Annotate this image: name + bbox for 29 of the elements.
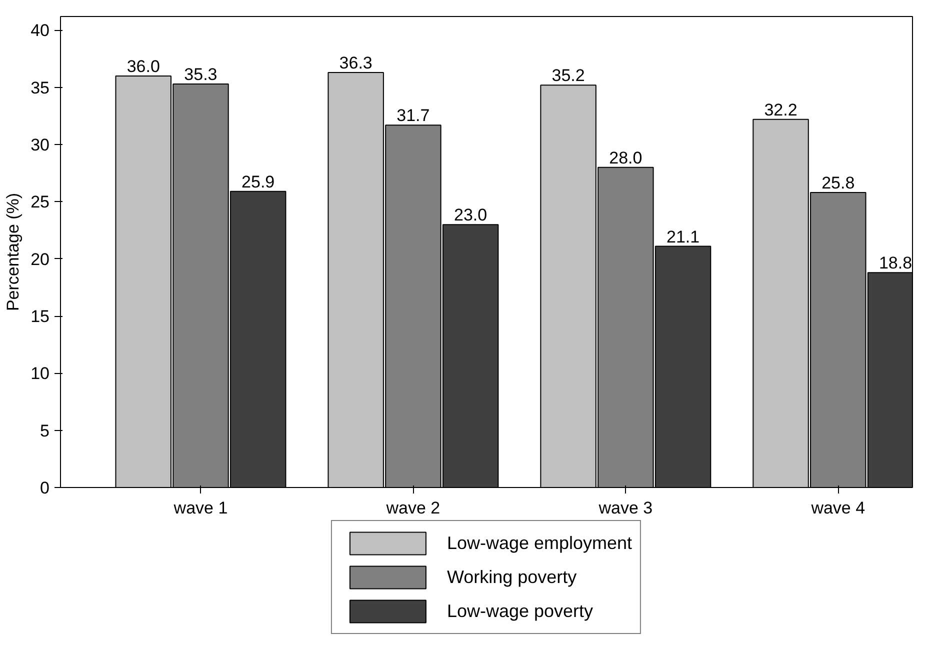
y-tick-label: 15 <box>30 307 50 326</box>
y-tick-label: 40 <box>30 21 50 40</box>
data-label: 36.0 <box>126 56 160 76</box>
data-label: 18.8 <box>878 254 912 273</box>
data-label: 28.0 <box>609 148 642 168</box>
data-label: 32.2 <box>764 100 798 120</box>
x-tick-label: wave 1 <box>172 498 228 518</box>
y-axis-title: Percentage (%) <box>4 192 23 312</box>
data-label: 36.3 <box>339 54 372 73</box>
data-label: 35.2 <box>552 66 585 86</box>
data-label: 25.9 <box>242 172 275 192</box>
y-tick-label: 5 <box>40 421 50 440</box>
x-tick-label: wave 2 <box>385 498 440 518</box>
y-tick-label: 20 <box>30 250 50 269</box>
data-label: 35.3 <box>184 64 218 84</box>
y-tick-label: 0 <box>40 478 50 498</box>
legend-label: Working poverty <box>446 566 577 588</box>
x-tick-label: wave 4 <box>810 498 866 518</box>
y-tick-label: 25 <box>30 192 50 212</box>
legend-label: Low-wage poverty <box>446 600 594 622</box>
data-label: 21.1 <box>666 227 700 246</box>
y-tick-label: 10 <box>30 364 50 384</box>
data-label: 23.0 <box>454 206 488 225</box>
data-label: 31.7 <box>396 106 430 126</box>
y-tick-label: 35 <box>30 78 50 98</box>
legend-label: Low-wage employment <box>446 532 632 554</box>
y-tick-label: 30 <box>30 136 50 155</box>
data-label: 25.8 <box>822 174 855 193</box>
x-tick-label: wave 3 <box>598 498 653 518</box>
